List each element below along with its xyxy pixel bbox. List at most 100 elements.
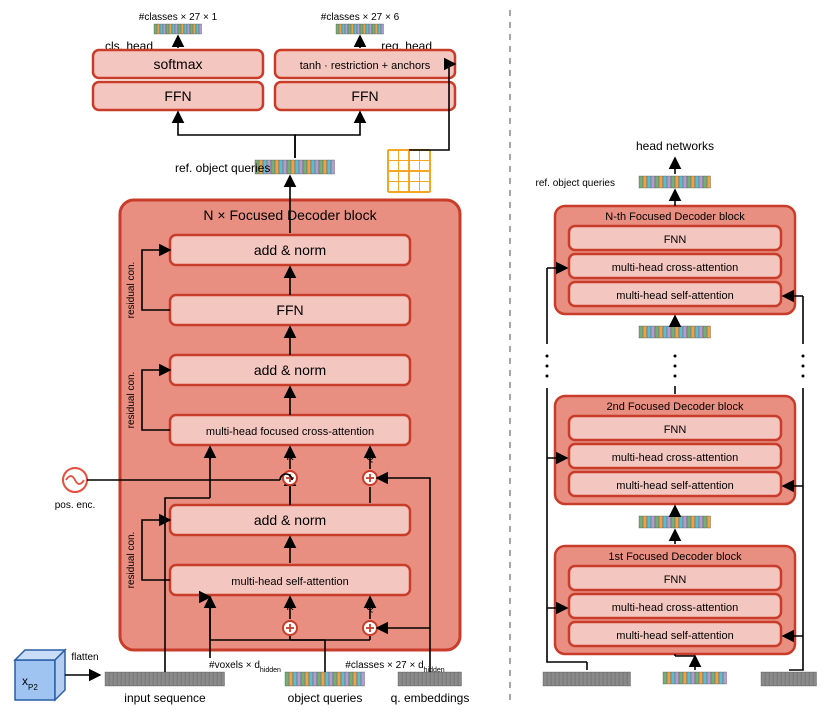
object-queries-bar — [305, 672, 309, 686]
interm-bar-1 — [667, 326, 671, 338]
input-seq-bar — [109, 672, 113, 686]
input-seq-bar — [201, 672, 205, 686]
q-embeddings-bar — [442, 672, 446, 686]
input-seq-bar — [165, 672, 169, 686]
r-qemb — [801, 672, 805, 686]
object-queries-bar — [317, 672, 321, 686]
input-seq-bar — [181, 672, 185, 686]
r-qemb — [797, 672, 801, 686]
svg-text:softmax: softmax — [153, 56, 202, 72]
svg-text:1st Focused Decoder block: 1st Focused Decoder block — [608, 551, 742, 563]
svg-text:q. embeddings: q. embeddings — [391, 691, 470, 705]
r-qemb — [781, 672, 785, 686]
cls-output-bar — [190, 24, 193, 34]
cls-output-bar — [163, 24, 166, 34]
interm-bar-1 — [691, 326, 695, 338]
r-input-seq — [619, 672, 623, 686]
reg-output-bar — [381, 24, 384, 34]
interm-bar-1 — [699, 326, 703, 338]
r-oq — [679, 672, 683, 684]
object-queries-bar — [329, 672, 333, 686]
r-input-seq — [551, 672, 555, 686]
object-queries-bar — [313, 672, 317, 686]
svg-text:multi-head self-attention: multi-head self-attention — [616, 290, 733, 302]
q-embeddings-bar — [418, 672, 422, 686]
input-seq-bar — [189, 672, 193, 686]
input-seq-bar — [213, 672, 217, 686]
input-seq-bar — [145, 672, 149, 686]
q-embeddings-bar — [446, 672, 450, 686]
interm-bar-1 — [663, 326, 667, 338]
ref-oq-right — [703, 176, 707, 188]
input-seq-bar — [121, 672, 125, 686]
cls-output-bar — [187, 24, 190, 34]
xp2-cube — [15, 660, 55, 700]
object-queries-bar — [321, 672, 325, 686]
svg-text:residual con.: residual con. — [126, 372, 137, 429]
cls-output-bar — [199, 24, 202, 34]
object-queries-bar — [325, 672, 329, 686]
input-seq-bar — [113, 672, 117, 686]
object-queries-bar — [361, 672, 365, 686]
ref-oq-bar — [319, 160, 323, 174]
interm-bar-2 — [691, 516, 695, 528]
r-input-seq — [587, 672, 591, 686]
ref-oq-bar — [275, 160, 279, 174]
r-qemb — [765, 672, 769, 686]
reg-output-bar — [345, 24, 348, 34]
cls-output-bar — [193, 24, 196, 34]
ref-oq-bar — [287, 160, 291, 174]
svg-text:object queries: object queries — [288, 691, 363, 705]
svg-text:#classes × 27 × 1: #classes × 27 × 1 — [139, 12, 218, 23]
object-queries-bar — [297, 672, 301, 686]
input-seq-bar — [193, 672, 197, 686]
cls-output-bar — [172, 24, 175, 34]
ref-oq-right — [675, 176, 679, 188]
r-input-seq — [571, 672, 575, 686]
reg-output-bar — [351, 24, 354, 34]
r-oq — [663, 672, 667, 684]
r-qemb — [809, 672, 813, 686]
r-input-seq — [615, 672, 619, 686]
svg-text:add & norm: add & norm — [254, 512, 326, 528]
svg-text:multi-head self-attention: multi-head self-attention — [616, 630, 733, 642]
ref-oq-right — [707, 176, 711, 188]
reg-output-bar — [360, 24, 363, 34]
svg-text:FNN: FNN — [664, 424, 687, 436]
object-queries-bar — [285, 672, 289, 686]
interm-bar-2 — [647, 516, 651, 528]
interm-bar-2 — [663, 516, 667, 528]
r-qemb — [777, 672, 781, 686]
q-embeddings-bar — [438, 672, 442, 686]
r-qemb — [761, 672, 765, 686]
interm-bar-1 — [695, 326, 699, 338]
reg-output-bar — [378, 24, 381, 34]
r-oq — [703, 672, 707, 684]
reg-output-bar — [339, 24, 342, 34]
input-seq-bar — [185, 672, 189, 686]
interm-bar-1 — [675, 326, 679, 338]
input-seq-bar — [149, 672, 153, 686]
input-seq-bar — [125, 672, 129, 686]
object-queries-bar — [293, 672, 297, 686]
svg-text:FFN: FFN — [351, 88, 378, 104]
ref-oq-right — [659, 176, 663, 188]
input-seq-bar — [161, 672, 165, 686]
r-oq — [667, 672, 671, 684]
q-embeddings-bar — [414, 672, 418, 686]
q-embeddings-bar — [430, 672, 434, 686]
reg-output-bar — [348, 24, 351, 34]
r-oq — [671, 672, 675, 684]
ref-oq-right — [679, 176, 683, 188]
svg-text:multi-head self-attention: multi-head self-attention — [231, 576, 348, 588]
r-input-seq — [627, 672, 631, 686]
interm-bar-2 — [683, 516, 687, 528]
svg-text:multi-head cross-attention: multi-head cross-attention — [612, 452, 739, 464]
cls-output-bar — [175, 24, 178, 34]
interm-bar-1 — [659, 326, 663, 338]
r-oq — [683, 672, 687, 684]
object-queries-bar — [345, 672, 349, 686]
r-qemb — [813, 672, 817, 686]
svg-text:head networks: head networks — [636, 139, 714, 153]
object-queries-bar — [357, 672, 361, 686]
